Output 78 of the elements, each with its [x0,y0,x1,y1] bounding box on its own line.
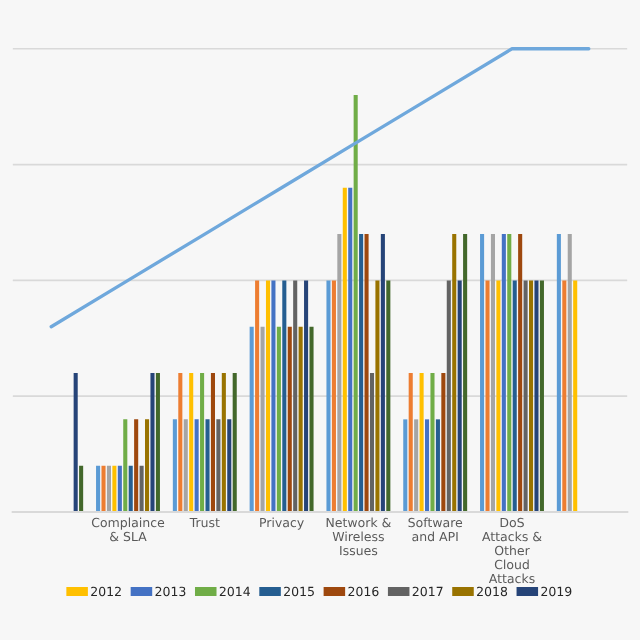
bar [419,373,424,512]
bar [271,280,276,512]
bar [155,373,160,512]
bar [79,465,84,512]
bar [183,419,188,512]
bar [430,373,435,512]
bar [452,234,457,512]
bar [534,280,539,512]
bar [353,95,358,512]
bar [441,373,446,512]
bar [255,280,260,512]
bar [501,234,506,512]
bar [408,373,413,512]
bar [178,373,183,512]
bar [276,326,281,512]
bar [326,280,331,512]
bar [463,234,468,512]
bar [232,373,237,512]
bar [573,280,578,512]
bar [112,465,117,512]
bar [425,419,430,512]
bar [304,280,309,512]
bar [539,280,544,512]
bar [446,280,451,512]
bar [364,234,369,512]
bar [249,326,254,512]
bar [128,465,133,512]
bar [403,419,408,512]
bar [523,280,528,512]
bar [337,234,342,512]
bar [194,419,199,512]
bar [221,373,226,512]
bar [123,419,128,512]
bar [205,419,210,512]
bar [265,280,271,512]
bar [414,419,419,512]
bar [139,465,144,512]
bar [200,373,205,512]
bar [342,187,347,512]
bar [348,187,353,512]
bar [369,373,375,512]
bar [101,465,106,512]
bar [386,280,391,512]
bar [562,280,567,512]
bar [529,280,534,512]
bar [457,280,462,512]
bar [485,280,490,512]
bar [490,234,495,512]
bar [567,234,572,512]
bar [359,234,364,512]
bar [134,419,139,512]
bar [216,419,221,512]
bar [512,280,517,512]
bar [375,280,380,512]
bar [210,373,215,512]
bar [145,419,150,512]
bar [293,280,298,512]
bar [380,234,385,512]
bar [287,326,292,512]
bar [309,326,314,512]
bar [227,419,232,512]
bar [518,234,523,512]
bar [298,326,303,512]
bar [150,373,155,512]
bar [331,280,336,512]
bar [435,419,440,512]
bar [507,234,512,512]
bar [106,465,111,512]
bar [480,234,485,512]
bar [189,373,194,512]
bar [496,280,501,512]
bar [96,465,101,512]
bar [282,280,287,512]
bar [73,373,78,512]
bar [172,419,177,512]
bar [117,465,122,512]
bar [556,234,561,512]
bar [260,326,265,512]
